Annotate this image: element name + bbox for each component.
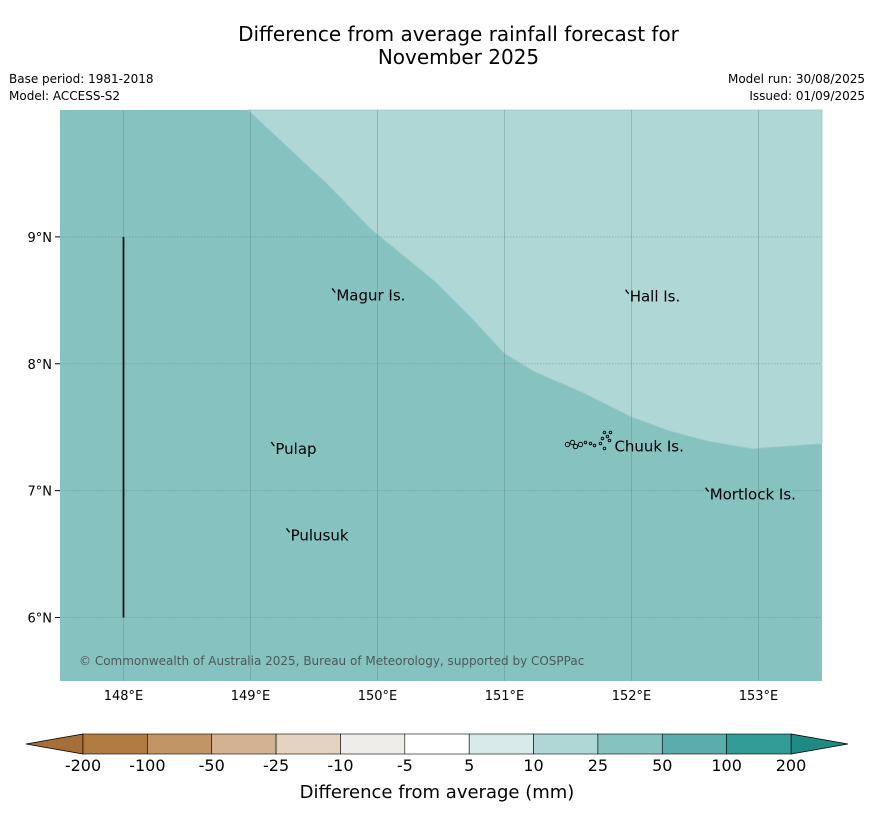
latitude-tick-label: 8°N xyxy=(28,358,53,373)
colorbar-bin xyxy=(82,733,148,755)
colorbar-tick-label: -5 xyxy=(397,756,413,775)
island-outline xyxy=(270,441,275,447)
colorbar-tick-label: 25 xyxy=(588,756,608,775)
colorbar-tick-label: -100 xyxy=(129,756,165,775)
island-outline xyxy=(572,443,579,450)
copyright-notice: © Commonwealth of Australia 2025, Bureau… xyxy=(79,654,584,668)
island-outline xyxy=(588,441,593,446)
island-outline xyxy=(600,436,605,441)
colorbar-extend-low xyxy=(25,733,84,755)
colorbar-tick-label: 100 xyxy=(711,756,742,775)
longitude-tick-label: 149°E xyxy=(231,689,271,704)
colorbar-tick-label: 200 xyxy=(776,756,807,775)
colorbar-extend-high xyxy=(790,733,849,755)
colorbar-bin xyxy=(404,733,470,755)
colorbar-bin xyxy=(211,733,277,755)
map-title: Difference from average rainfall forecas… xyxy=(0,23,873,69)
island-outline xyxy=(331,288,336,293)
colorbar-tick-label: -200 xyxy=(65,756,101,775)
island-label: Pulusuk xyxy=(291,526,349,544)
longitude-tick-label: 148°E xyxy=(104,689,144,704)
model-text: Model: ACCESS-S2 xyxy=(9,89,121,103)
colorbar-tick-label: -50 xyxy=(199,756,225,775)
latitude-tick-label: 9°N xyxy=(28,231,53,246)
island-outline xyxy=(602,430,607,435)
issued-text: Issued: 01/09/2025 xyxy=(749,89,865,103)
island-outline xyxy=(602,446,607,451)
island-label: Mortlock Is. xyxy=(710,486,796,504)
island-outline xyxy=(285,527,291,533)
colorbar: -200 -100 -50 -25 -10 -5 5 10 25 50 100 200 Differen… xyxy=(25,733,849,803)
island-label: Chuuk Is. xyxy=(614,437,683,455)
colorbar-bin xyxy=(147,733,213,755)
colorbar-bin xyxy=(661,733,727,755)
island-label: Magur Is. xyxy=(336,286,405,304)
base-period-text: Base period: 1981-2018 xyxy=(9,72,154,86)
longitude-tick-label: 153°E xyxy=(739,689,779,704)
colorbar-tick-label: 50 xyxy=(652,756,672,775)
longitude-tick-label: 150°E xyxy=(358,689,398,704)
map-panel: 148°E 149°E 150°E 151°E 152°E 153°E 9°N 8°N 7°N 6… xyxy=(28,109,823,704)
island-outline xyxy=(577,441,584,448)
island-label: Hall Is. xyxy=(630,288,681,306)
colorbar-bin xyxy=(726,733,792,755)
island-label: Pulap xyxy=(275,440,316,458)
island-outline xyxy=(608,430,613,435)
colorbar-bin xyxy=(275,733,341,755)
island-outline xyxy=(564,441,571,448)
island-outline xyxy=(583,440,588,445)
latitude-tick-label: 6°N xyxy=(28,612,53,627)
island-outline xyxy=(705,487,710,493)
island-outline xyxy=(607,438,612,443)
island-outline xyxy=(605,434,610,439)
colorbar-bin xyxy=(468,733,534,755)
island-outline xyxy=(569,439,576,446)
longitude-tick-label: 151°E xyxy=(485,689,525,704)
island-outline xyxy=(592,443,597,448)
colorbar-tick-label: -10 xyxy=(327,756,353,775)
longitude-tick-label: 152°E xyxy=(612,689,652,704)
rainfall-zone-10-25 xyxy=(246,109,823,450)
model-run-text: Model run: 30/08/2025 xyxy=(727,72,865,86)
run-info: Model run: 30/08/2025 Issued: 01/09/2025 xyxy=(728,71,865,105)
colorbar-bin xyxy=(340,733,406,755)
colorbar-tick-label: 5 xyxy=(464,756,474,775)
island-outline xyxy=(625,289,630,295)
colorbar-bin xyxy=(533,733,599,755)
colorbar-title: Difference from average (mm) xyxy=(300,782,575,803)
base-info: Base period: 1981-2018 Model: ACCESS-S2 xyxy=(9,71,154,105)
latitude-tick-label: 7°N xyxy=(28,485,53,500)
colorbar-tick-label: 10 xyxy=(523,756,543,775)
title-line-1: Difference from average rainfall forecas… xyxy=(238,22,679,46)
title-line-2: November 2025 xyxy=(377,45,540,69)
chuuk-lagoon-outline xyxy=(564,430,613,451)
island-outline xyxy=(598,441,603,446)
colorbar-bin xyxy=(597,733,663,755)
colorbar-tick-label: -25 xyxy=(263,756,289,775)
